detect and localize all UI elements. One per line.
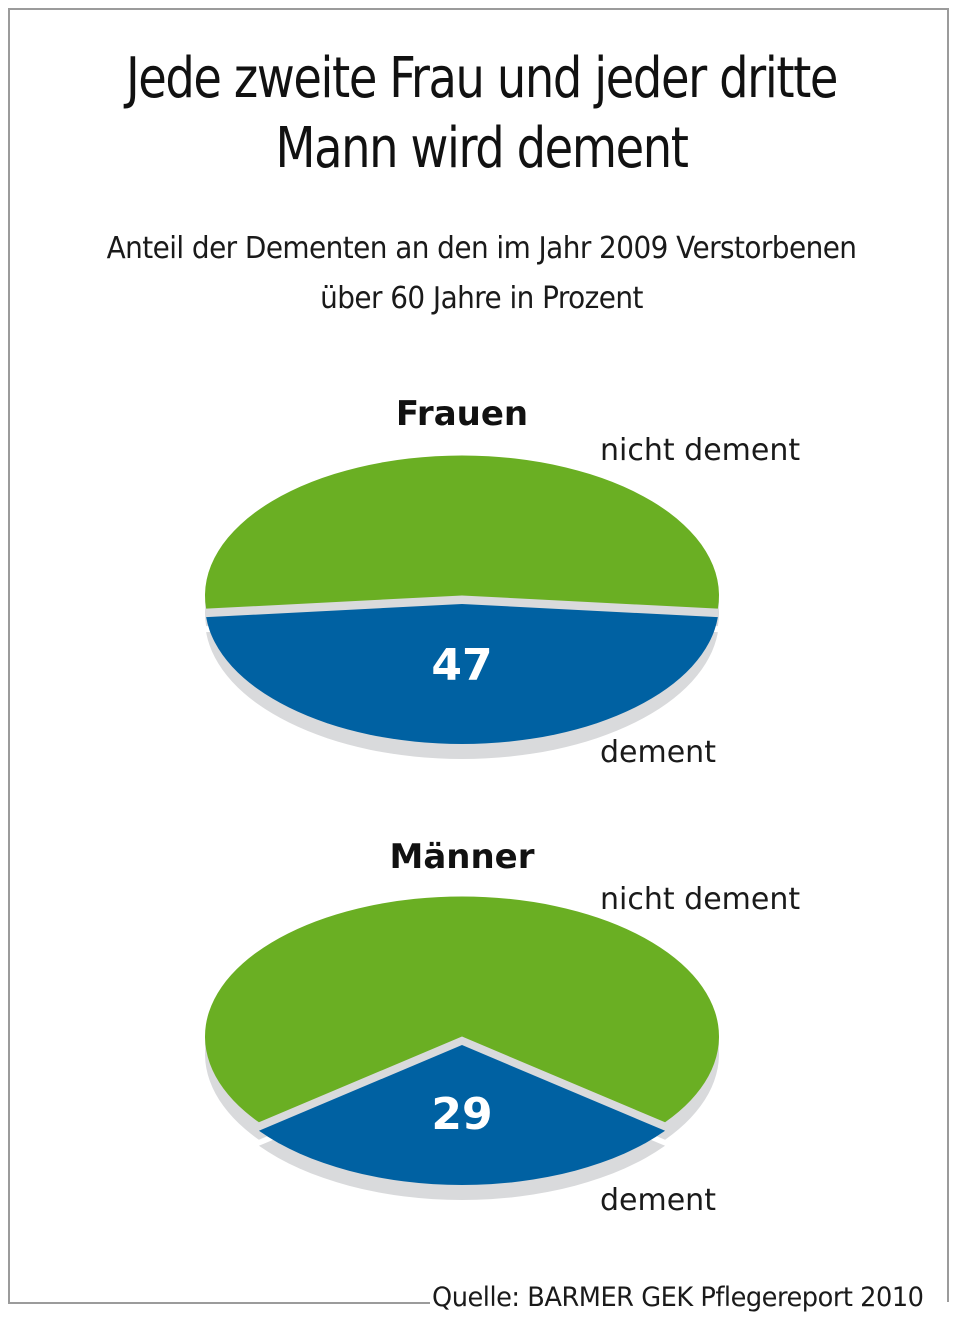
pie-label-dement: dement	[600, 1183, 716, 1218]
pie-label-nicht-dement: nicht dement	[600, 882, 800, 917]
chart-frame	[8, 8, 949, 1302]
chart-subtitle-line-2: über 60 Jahre in Prozent	[320, 281, 643, 316]
chart-subtitle-line-1: Anteil der Dementen an den im Jahr 2009 …	[106, 231, 857, 266]
pie-value-label-dement: 29	[431, 1089, 492, 1140]
chart-title-line-1: Jede zweite Frau und jeder dritte	[125, 46, 838, 111]
pie-slice-nicht-dement	[205, 455, 719, 609]
chart-subtitle: Anteil der Dementen an den im Jahr 2009 …	[34, 224, 930, 324]
pie-chart-frauen: Frauen 47 nicht dement dement	[205, 394, 800, 770]
pie-slice-nicht-dement	[205, 896, 719, 1123]
pie-label-dement: dement	[600, 735, 716, 770]
chart-title-line-2: Mann wird dement	[275, 116, 688, 181]
chart-title: Jede zweite Frau und jeder dritte Mann w…	[39, 44, 925, 184]
pie-chart-maenner: Männer 29 nicht dement dement	[205, 837, 800, 1218]
pie-label-nicht-dement: nicht dement	[600, 433, 800, 468]
pie-title: Frauen	[396, 394, 528, 434]
source-note: Quelle: BARMER GEK Pflegereport 2010	[432, 1282, 924, 1313]
pie-slice-dement	[258, 1045, 666, 1186]
pie-slice-dement	[206, 604, 718, 745]
pie-value-label-dement: 47	[431, 640, 492, 691]
pie-title: Männer	[389, 837, 534, 877]
chart-frame-bottom-rule	[8, 1302, 430, 1304]
